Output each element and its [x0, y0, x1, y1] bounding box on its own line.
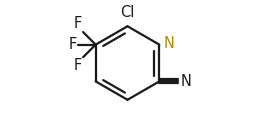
- Text: Cl: Cl: [119, 4, 134, 20]
- Text: F: F: [74, 58, 82, 73]
- Text: N: N: [163, 36, 173, 51]
- Text: F: F: [68, 37, 77, 52]
- Text: F: F: [74, 16, 82, 31]
- Text: N: N: [180, 74, 191, 89]
